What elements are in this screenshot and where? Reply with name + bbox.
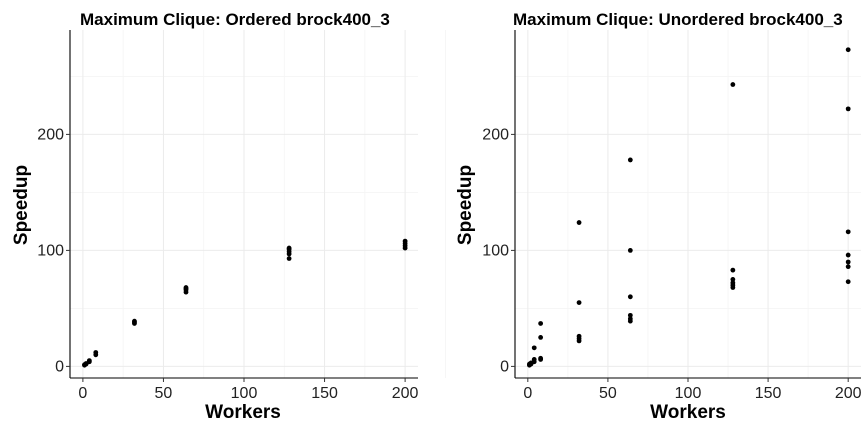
x-axis-title: Workers <box>205 402 281 423</box>
x-tick-label: 50 <box>599 385 617 402</box>
data-point <box>627 157 633 163</box>
x-tick-label: 100 <box>231 385 258 402</box>
x-tick-label: 0 <box>523 385 532 402</box>
y-axis-title: Speedup <box>11 165 32 245</box>
data-point <box>93 350 99 355</box>
data-point <box>402 238 408 244</box>
y-tick-label: 0 <box>500 358 509 375</box>
data-point <box>531 345 537 351</box>
data-point <box>132 318 137 324</box>
data-point <box>730 267 736 273</box>
data-point <box>845 252 851 258</box>
data-point <box>845 47 851 53</box>
data-point <box>576 220 582 225</box>
data-point <box>538 355 544 361</box>
ordered-speedup-panel: Maximum Clique: Ordered brock400_3 0 50 10… <box>11 10 446 423</box>
chart-title: Maximum Clique: Ordered brock400_3 <box>80 10 390 29</box>
tick-labels: 0 50 100 150 200 0 100 200 <box>482 126 861 402</box>
data-point <box>730 82 736 87</box>
gridlines <box>70 30 446 378</box>
data-point <box>286 245 292 251</box>
y-axis-title: Speedup <box>455 165 476 245</box>
scatter-points <box>82 238 408 368</box>
scatter-points <box>527 47 851 368</box>
data-point <box>845 259 851 265</box>
y-tick-label: 200 <box>37 126 64 143</box>
y-tick-label: 100 <box>37 242 64 259</box>
data-point <box>730 280 736 286</box>
x-tick-label: 200 <box>392 385 419 402</box>
x-tick-label: 0 <box>78 385 87 402</box>
data-point <box>845 264 851 270</box>
data-point <box>538 335 544 340</box>
data-point <box>86 358 92 363</box>
data-point <box>576 333 582 339</box>
tick-labels: 0 50 100 150 200 0 100 200 <box>37 126 418 402</box>
x-axis-title: Workers <box>650 402 726 423</box>
data-point <box>627 316 633 322</box>
data-point <box>845 106 851 112</box>
y-tick-label: 0 <box>55 358 64 375</box>
axes <box>511 30 861 382</box>
y-tick-label: 200 <box>482 126 509 143</box>
data-point <box>730 277 736 282</box>
data-point <box>538 321 544 326</box>
data-point <box>286 256 292 261</box>
x-tick-label: 200 <box>835 385 862 402</box>
x-tick-label: 150 <box>311 385 338 402</box>
data-point <box>845 279 851 285</box>
data-point <box>576 300 582 305</box>
axes <box>66 30 418 382</box>
x-tick-label: 150 <box>755 385 782 402</box>
x-tick-label: 100 <box>675 385 702 402</box>
gridlines <box>515 30 861 378</box>
unordered-speedup-panel: Maximum Clique: Unordered brock400_3 0 50… <box>455 10 862 423</box>
data-point <box>183 285 189 290</box>
x-tick-label: 50 <box>155 385 173 402</box>
data-point <box>627 312 633 318</box>
data-point <box>531 357 537 362</box>
chart-title: Maximum Clique: Unordered brock400_3 <box>513 10 843 29</box>
data-point <box>627 248 633 253</box>
y-tick-label: 100 <box>482 242 509 259</box>
data-point <box>627 294 633 300</box>
data-point <box>845 229 851 235</box>
